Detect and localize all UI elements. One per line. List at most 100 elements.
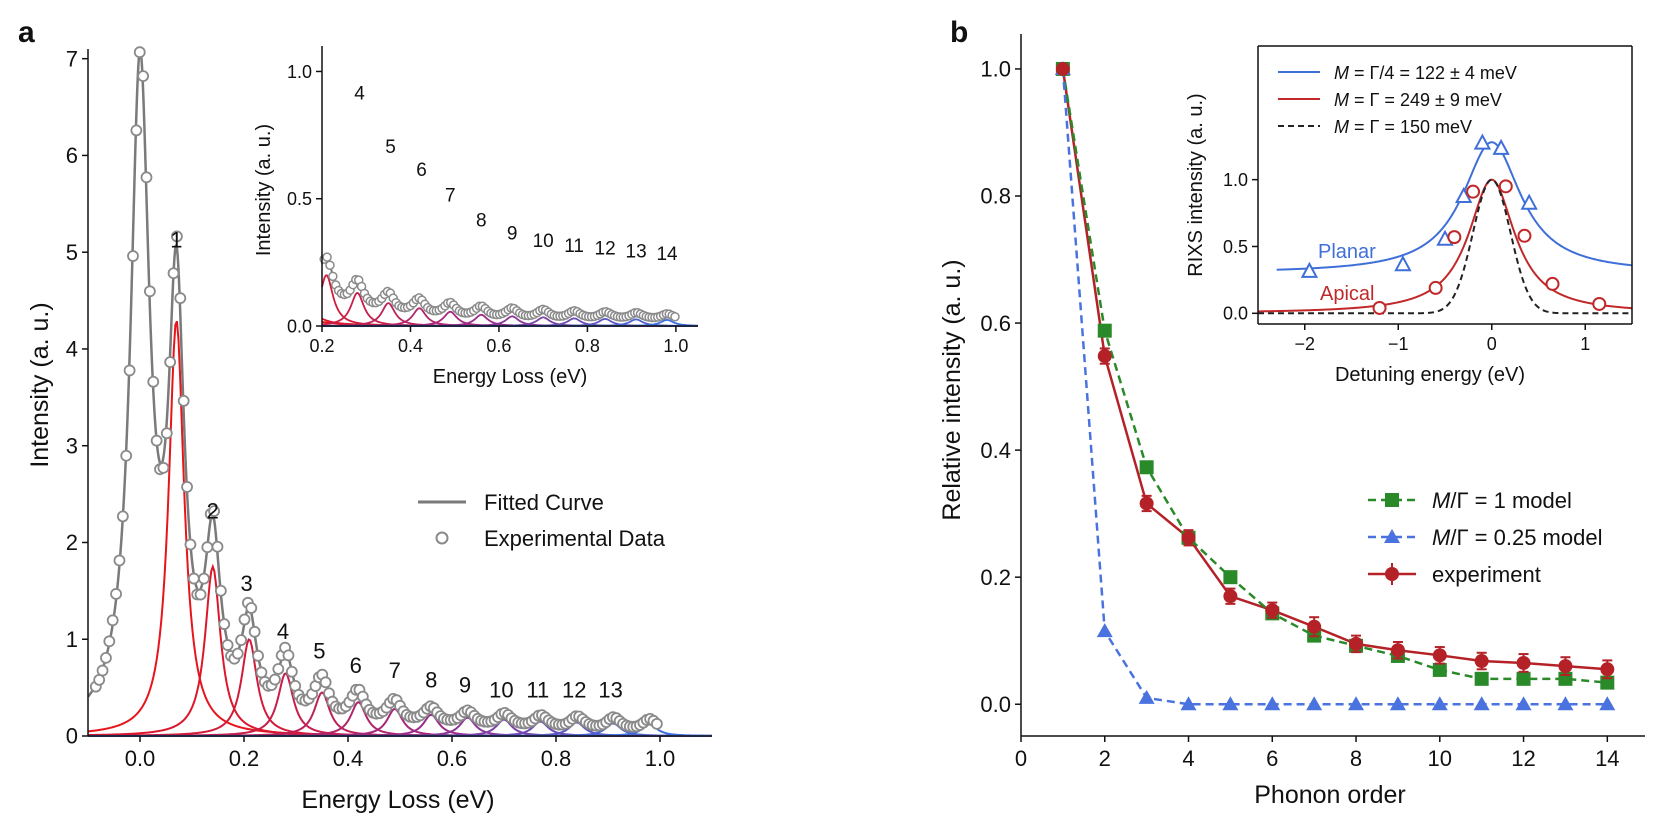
y-tick-label: 1.0	[287, 62, 312, 82]
data-point	[194, 588, 207, 601]
peak-label: 12	[562, 677, 586, 702]
x-tick-label: 1.0	[645, 746, 676, 771]
green-model-marker	[1474, 671, 1489, 686]
inset-peak-label: 12	[595, 239, 616, 260]
data-point	[248, 625, 261, 638]
x-tick-label: 0.2	[309, 336, 334, 356]
panel-a-label: a	[18, 16, 35, 49]
experiment-marker	[1181, 530, 1196, 545]
data-point	[157, 461, 170, 474]
legend-blue-label: M/Γ = 0.25 model	[1432, 525, 1602, 550]
blue-model-marker	[1599, 696, 1616, 711]
experiment-marker	[1307, 619, 1322, 634]
y-tick-label: 0.5	[1223, 237, 1248, 257]
blue-model-marker	[1222, 696, 1239, 711]
legend-experimental-label: Experimental Data	[484, 526, 666, 551]
inset-peak-label: 11	[564, 236, 584, 257]
data-point	[238, 613, 251, 626]
inset-data-point	[322, 252, 332, 262]
apical-data-marker	[1545, 276, 1560, 291]
inset-peak-label: 13	[626, 241, 647, 262]
x-tick-label: 0.8	[541, 746, 572, 771]
data-point	[127, 250, 139, 262]
data-point	[255, 666, 268, 679]
series-line	[1061, 68, 1608, 706]
experiment-marker	[1432, 648, 1447, 663]
data-point	[214, 584, 227, 597]
x-tick-label: 6	[1266, 746, 1278, 771]
apical-data-marker	[1428, 280, 1443, 295]
y-tick-label: 0.4	[980, 438, 1011, 463]
x-tick-label: 0.2	[229, 746, 260, 771]
x-tick-label: −2	[1294, 334, 1315, 354]
experiment-marker	[1600, 662, 1615, 677]
x-tick-label: 1	[1580, 334, 1590, 354]
inset-peak-label: 9	[507, 223, 518, 244]
y-tick-label: 0.0	[1223, 304, 1248, 324]
data-point	[164, 356, 177, 369]
planar-label: Planar	[1318, 241, 1376, 263]
experiment-marker	[1516, 655, 1531, 670]
x-tick-label: 2	[1099, 746, 1111, 771]
data-point	[187, 572, 200, 585]
inset-peak-label: 14	[656, 244, 678, 265]
experiment-marker	[1139, 496, 1154, 511]
inset-legend-blue-label: M = Γ/4 = 122 ± 4 meV	[1334, 63, 1517, 83]
panel-b-inset-legend: M = Γ/4 = 122 ± 4 meV M = Γ = 249 ± 9 me…	[1278, 63, 1517, 137]
blue-model-marker	[1431, 696, 1448, 711]
peak-label: 10	[489, 677, 513, 702]
panel-a-inset-xlabel: Energy Loss (eV)	[433, 366, 588, 388]
experiment-marker	[1349, 636, 1364, 651]
x-tick-label: 0.6	[486, 336, 511, 356]
panel-a-inset-points	[319, 252, 680, 323]
data-point	[272, 663, 285, 675]
apical-data-marker	[1466, 184, 1481, 199]
peak-label: 13	[598, 677, 622, 702]
data-point	[147, 375, 160, 388]
inset-data-point	[325, 260, 335, 270]
y-tick-label: 0.0	[287, 316, 312, 336]
planar-data-marker	[1520, 193, 1538, 210]
planar-data-marker	[1492, 138, 1510, 155]
legend-green-label: M/Γ = 1 model	[1432, 488, 1572, 513]
panel-b-inset-curves	[1257, 141, 1633, 315]
panel-b-main-series	[1054, 60, 1616, 711]
experiment-marker	[1474, 654, 1489, 669]
data-point	[198, 572, 210, 585]
inset-peak-label: 4	[354, 83, 365, 104]
blue-model-marker	[1515, 696, 1532, 711]
panel-a-main-curves	[87, 45, 713, 737]
y-tick-label: 5	[66, 240, 78, 265]
x-tick-label: 4	[1182, 746, 1194, 771]
blue-model-marker	[1264, 696, 1281, 711]
data-point	[130, 124, 143, 137]
panel-b-ylabel: Relative intensity (a. u.)	[938, 259, 966, 520]
data-point	[103, 635, 116, 648]
data-point	[133, 46, 146, 59]
y-tick-label: 4	[66, 337, 78, 362]
data-point	[140, 171, 153, 184]
data-point	[252, 649, 264, 662]
legend-experimental-marker	[435, 531, 449, 545]
data-point	[123, 364, 136, 377]
experiment-marker	[1055, 61, 1070, 76]
x-tick-label: 0.8	[575, 336, 600, 356]
planar-data-marker	[1300, 261, 1319, 278]
y-tick-label: 3	[66, 433, 78, 458]
data-point	[143, 285, 156, 298]
panel-b-inset-chart: −2 −1 0 1 0.0 0.5 1.0 Detuning energy (eV) RIX…	[1185, 45, 1633, 386]
peak-label: 11	[526, 677, 549, 702]
data-point	[208, 505, 221, 518]
panel-b-inset-points	[1300, 133, 1607, 315]
data-point	[282, 649, 295, 662]
x-tick-label: 1.0	[663, 336, 688, 356]
x-tick-label: 8	[1350, 746, 1362, 771]
panel-a-ylabel: Intensity (a. u.)	[26, 302, 54, 467]
green-model-marker	[1516, 671, 1531, 686]
x-tick-label: 0.0	[125, 746, 156, 771]
planar-fit-curve	[1276, 141, 1633, 271]
legend-fitted-label: Fitted Curve	[484, 490, 604, 515]
